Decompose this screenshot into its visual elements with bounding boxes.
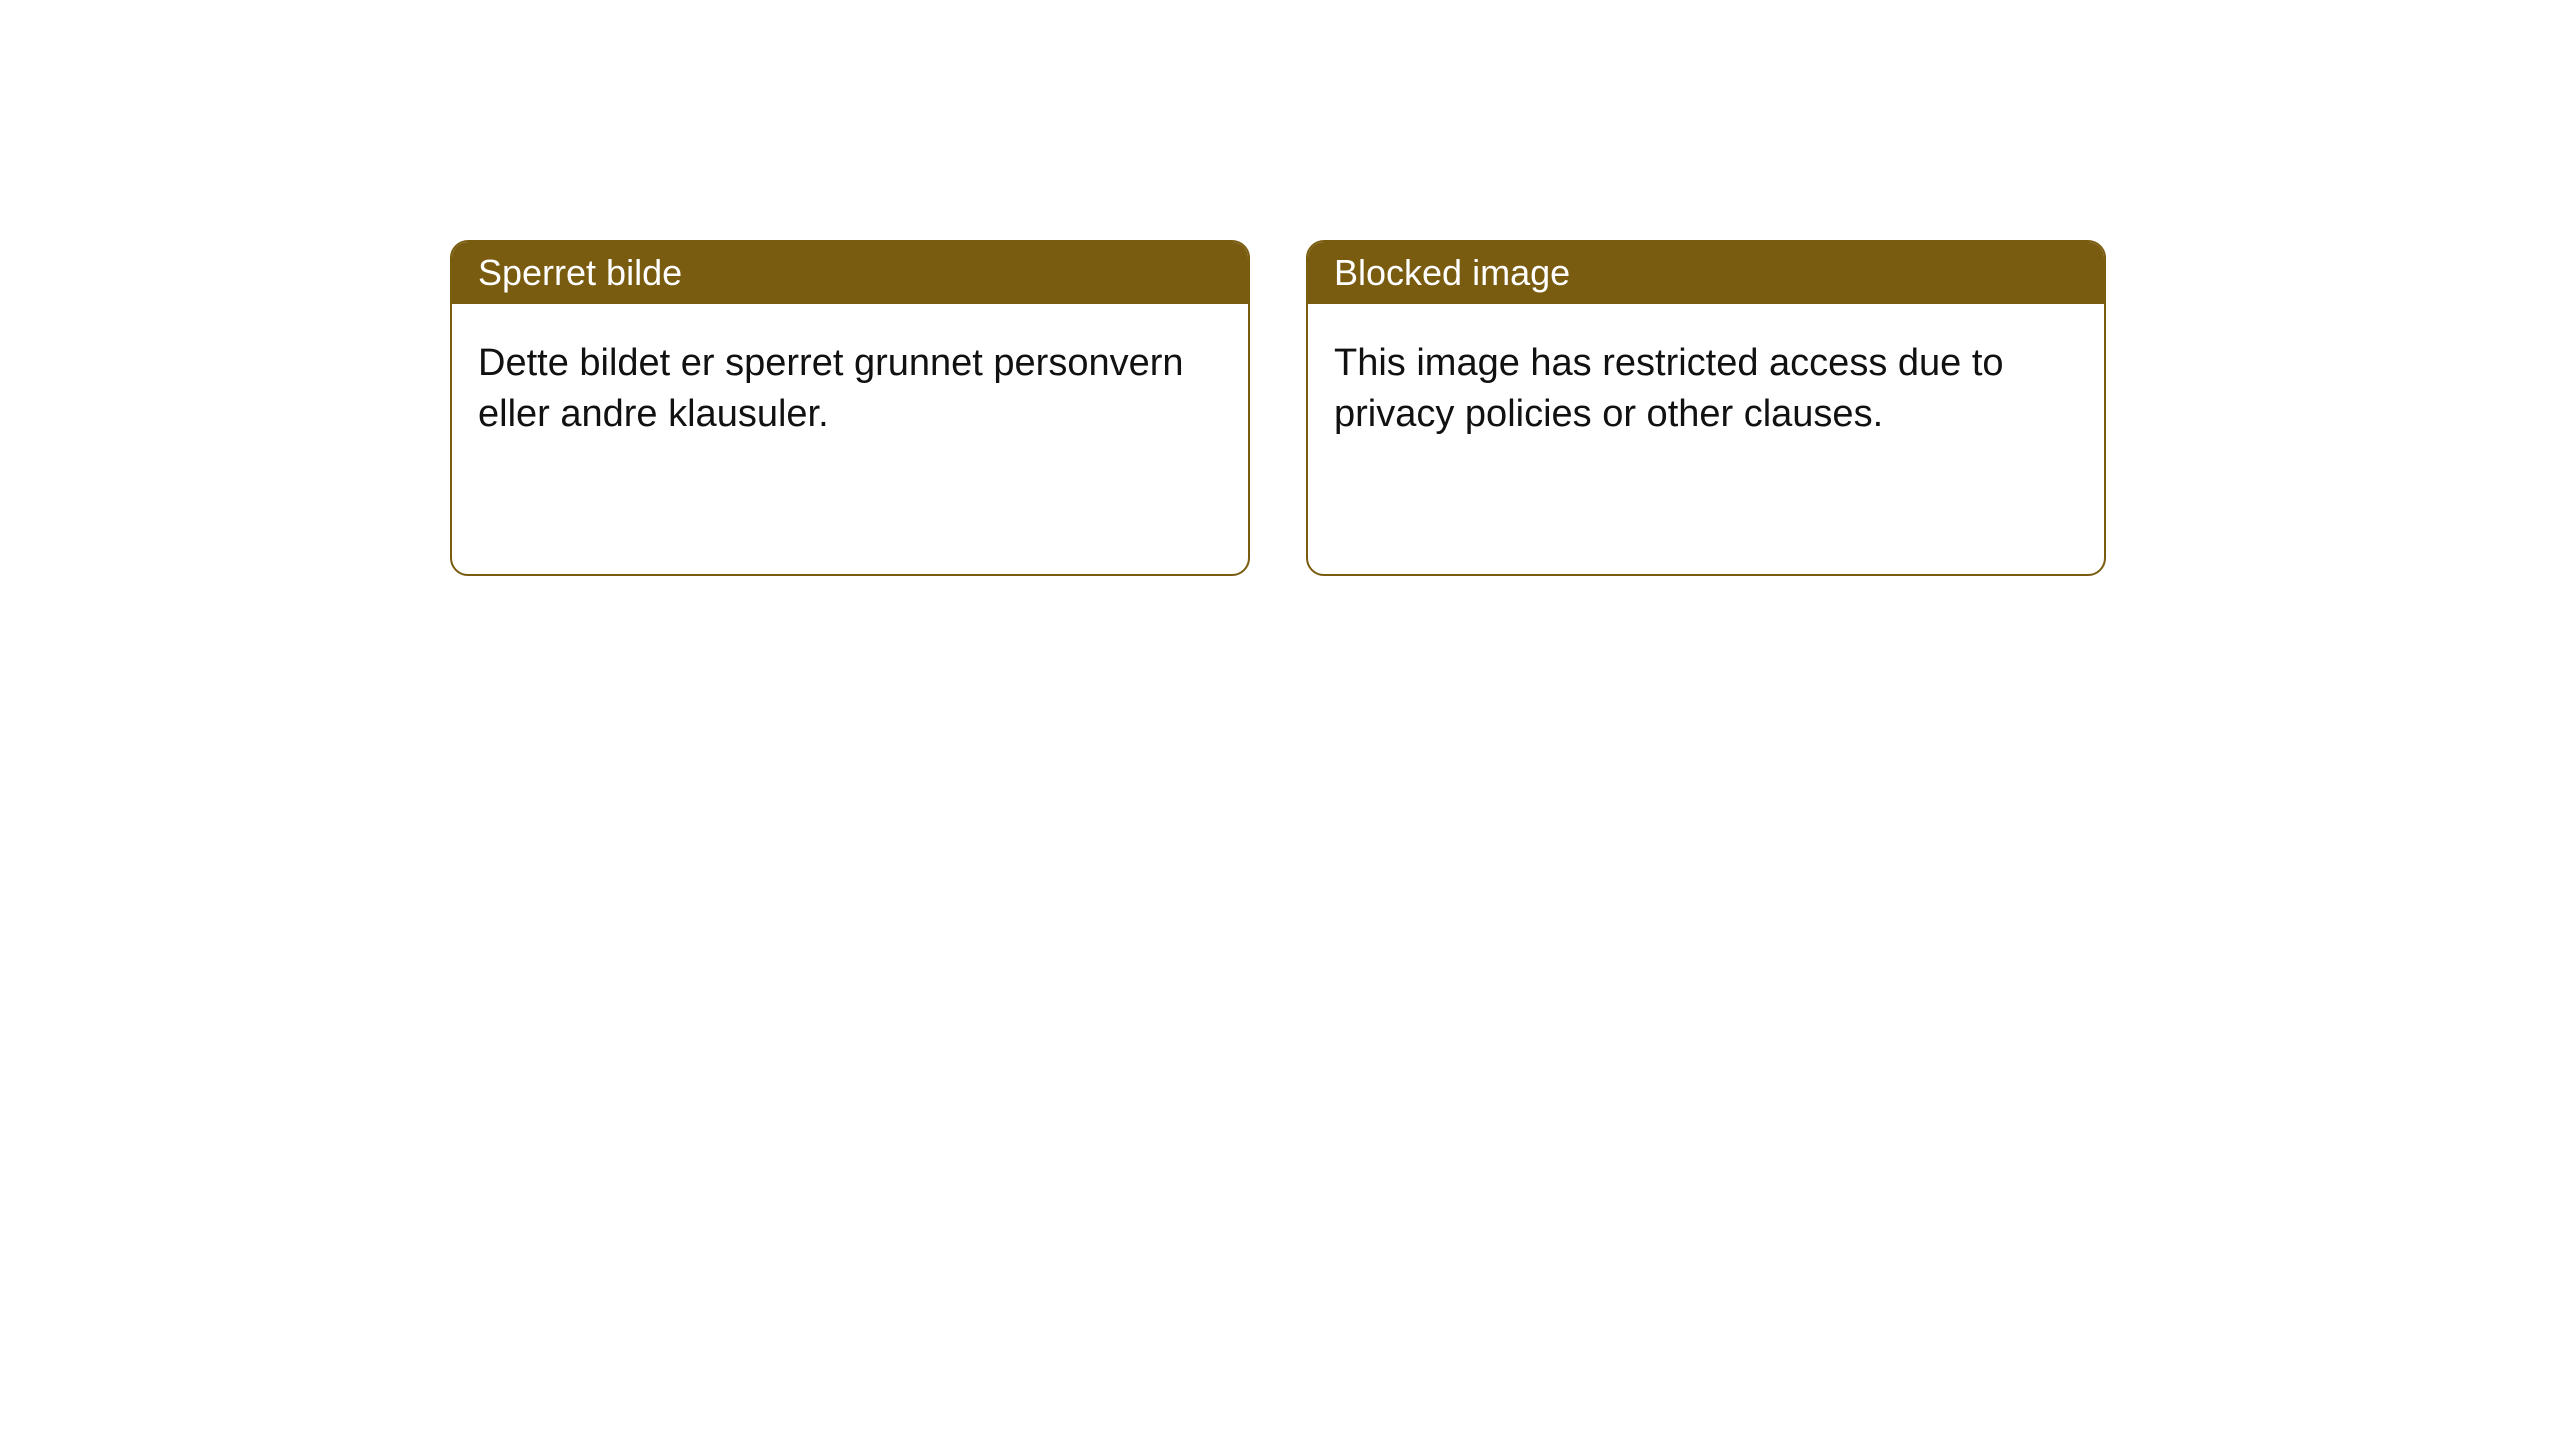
notice-body-text: This image has restricted access due to … xyxy=(1334,342,2004,435)
notice-header: Sperret bilde xyxy=(452,242,1248,304)
notice-body-text: Dette bildet er sperret grunnet personve… xyxy=(478,342,1184,435)
notice-header-text: Sperret bilde xyxy=(478,252,682,293)
notice-header: Blocked image xyxy=(1308,242,2104,304)
notice-card-english: Blocked image This image has restricted … xyxy=(1306,240,2106,576)
notice-body: This image has restricted access due to … xyxy=(1308,304,2104,475)
notice-body: Dette bildet er sperret grunnet personve… xyxy=(452,304,1248,475)
notice-card-norwegian: Sperret bilde Dette bildet er sperret gr… xyxy=(450,240,1250,576)
notice-container: Sperret bilde Dette bildet er sperret gr… xyxy=(450,240,2106,576)
notice-header-text: Blocked image xyxy=(1334,252,1570,293)
